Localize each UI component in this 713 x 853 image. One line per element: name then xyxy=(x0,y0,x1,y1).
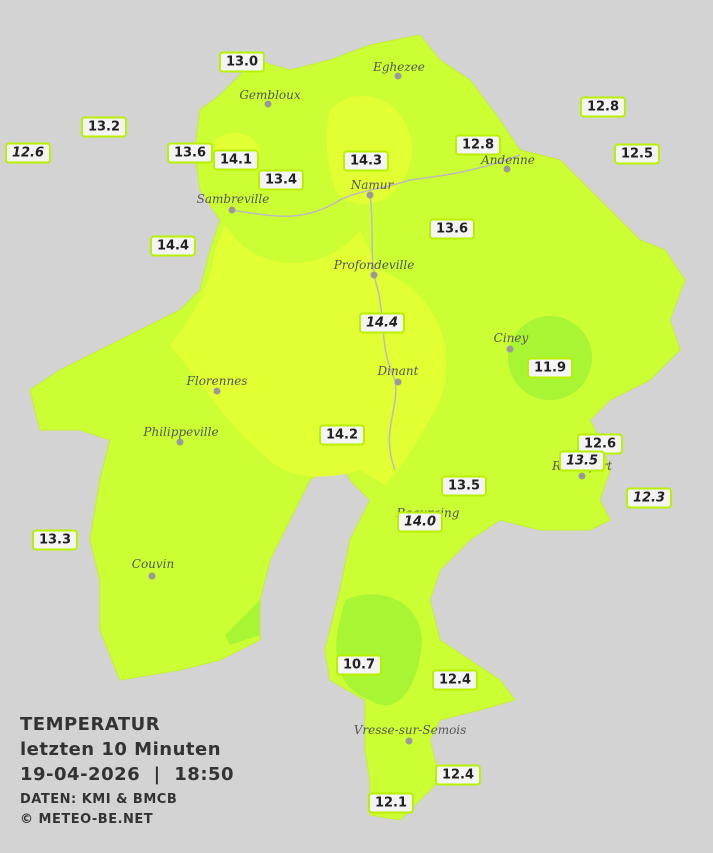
city-dot xyxy=(213,387,221,395)
station-value: 12.5 xyxy=(613,143,661,165)
station-value: 14.4 xyxy=(149,235,197,257)
warm-zone xyxy=(170,225,447,485)
city-dot xyxy=(394,72,402,80)
station-value: 14.1 xyxy=(212,149,260,171)
city-label: Florennes xyxy=(186,374,248,388)
legend: TEMPERATUR letzten 10 Minuten 19-04-2026… xyxy=(20,712,234,830)
city-label: Vresse-sur-Semois xyxy=(353,723,467,737)
station-value: 13.6 xyxy=(428,218,476,240)
city-dot xyxy=(366,191,374,199)
station-value: 12.8 xyxy=(454,134,502,156)
city-label: Namur xyxy=(350,178,394,192)
city-label: Ciney xyxy=(493,331,529,345)
station-value: 12.4 xyxy=(434,764,482,786)
city-label: Gembloux xyxy=(239,88,301,102)
station-value: 12.8 xyxy=(579,96,627,118)
cool-zone xyxy=(225,600,260,645)
station-value: 14.4 xyxy=(358,312,406,334)
city-dot xyxy=(370,271,378,279)
station-value: 10.7 xyxy=(335,654,383,676)
city-dot xyxy=(503,165,511,173)
legend-datetime: 19-04-2026 | 18:50 xyxy=(20,764,235,785)
city-dot xyxy=(394,378,402,386)
city-label: Dinant xyxy=(377,364,419,378)
station-value: 13.6 xyxy=(166,142,214,164)
station-value: 13.5 xyxy=(440,475,488,497)
city-label: Profondeville xyxy=(333,258,415,272)
station-value: 12.6 xyxy=(576,433,624,455)
city-label: Couvin xyxy=(131,557,175,571)
station-value: 12.3 xyxy=(625,487,673,509)
city-dot xyxy=(176,438,184,446)
river xyxy=(229,154,521,471)
cool-zone xyxy=(336,594,422,706)
station-value: 13.2 xyxy=(80,116,128,138)
station-value: 13.5 xyxy=(558,450,606,472)
station-value: 12.1 xyxy=(367,792,415,814)
station-value: 13.0 xyxy=(218,51,266,73)
city-dot xyxy=(264,100,272,108)
city-dot xyxy=(578,472,586,480)
station-value: 14.3 xyxy=(342,150,390,172)
station-value: 14.2 xyxy=(318,424,366,446)
station-value: 12.4 xyxy=(431,669,479,691)
warm-zone xyxy=(326,95,412,205)
city-label: Andenne xyxy=(481,153,535,167)
legend-title: TEMPERATUR xyxy=(20,714,161,735)
city-dot xyxy=(228,206,236,214)
city-dot xyxy=(148,572,156,580)
station-value: 13.3 xyxy=(31,529,79,551)
legend-copyright: © METEO-BE.NET xyxy=(20,812,154,827)
station-value: 14.0 xyxy=(396,511,444,533)
station-value: 13.4 xyxy=(257,169,305,191)
city-label: Eghezee xyxy=(373,60,425,74)
station-value: 12.6 xyxy=(4,142,52,164)
legend-source: DATEN: KMI & BMCB xyxy=(20,792,178,807)
city-label: Philippeville xyxy=(143,425,219,439)
city-dot xyxy=(506,345,514,353)
station-value: 11.9 xyxy=(526,357,574,379)
legend-period: letzten 10 Minuten xyxy=(20,739,222,760)
city-dot xyxy=(405,737,413,745)
city-label: Sambreville xyxy=(196,192,270,206)
